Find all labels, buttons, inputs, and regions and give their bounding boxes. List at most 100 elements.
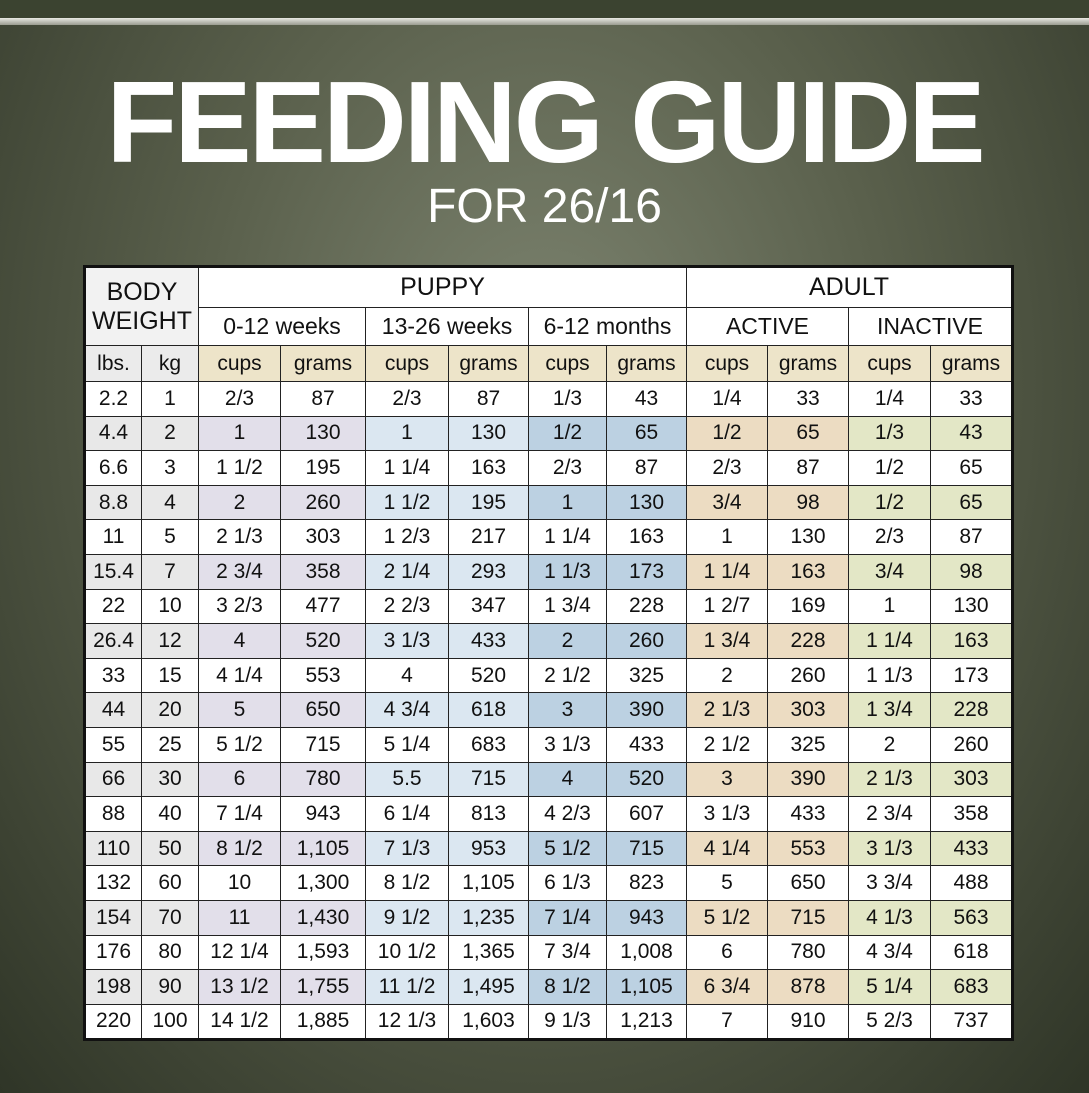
table-cell: 87 xyxy=(930,519,1013,555)
table-cell: 4.4 xyxy=(84,415,142,452)
table-cell: 433 xyxy=(448,623,529,659)
subtitle: FOR 26/16 xyxy=(427,180,662,233)
table-cell: 358 xyxy=(280,553,366,590)
table-cell: 3 1/3 xyxy=(528,726,607,763)
table-cell: 5 1/4 xyxy=(848,969,931,1005)
unit-header: cups xyxy=(365,345,449,382)
subgroup-header: INACTIVE xyxy=(848,307,1013,346)
table-cell: 303 xyxy=(280,519,366,555)
table-cell: 110 xyxy=(84,830,142,867)
table-cell: 2 1/2 xyxy=(528,657,607,694)
table-cell: 2/3 xyxy=(848,519,931,555)
table-cell: 3/4 xyxy=(848,553,931,590)
table-cell: 98 xyxy=(767,484,849,521)
table-cell: 563 xyxy=(930,899,1013,936)
unit-header: grams xyxy=(767,345,849,382)
table-cell: 87 xyxy=(280,381,366,417)
table-row: 33 15 4 1/4 553 4 520 2 1/2 325 2 260 1 1/3 173 xyxy=(84,657,1013,694)
table-cell: 8 1/2 xyxy=(198,830,281,867)
table-cell: 33 xyxy=(767,381,849,417)
table-cell: 1,105 xyxy=(280,830,366,867)
table-cell: 1/3 xyxy=(848,415,931,452)
table-cell: 195 xyxy=(280,450,366,486)
table-cell: 1 1/2 xyxy=(365,484,449,521)
table-cell: 33 xyxy=(930,381,1013,417)
table-cell: 2 3/4 xyxy=(198,553,281,590)
table-cell: 6 1/4 xyxy=(365,796,449,832)
table-cell: 1/3 xyxy=(528,381,607,417)
table-cell: 65 xyxy=(930,484,1013,521)
table-cell: 1 xyxy=(686,519,768,555)
table-cell: 260 xyxy=(280,484,366,521)
table-cell: 228 xyxy=(930,692,1013,728)
table-cell: 8 1/2 xyxy=(528,969,607,1005)
table-cell: 169 xyxy=(767,588,849,625)
table-row: 2.2 1 2/3 87 2/3 87 1/3 43 1/4 33 1/4 33 xyxy=(84,381,1013,417)
table-cell: 15 xyxy=(141,657,199,694)
table-cell: 8.8 xyxy=(84,484,142,521)
table-cell: 2 1/3 xyxy=(848,761,931,798)
table-cell: 66 xyxy=(84,761,142,798)
table-cell: 1 2/7 xyxy=(686,588,768,625)
group-header: ADULT xyxy=(686,266,1013,308)
table-cell: 10 1/2 xyxy=(365,934,449,971)
table-cell: 607 xyxy=(606,796,687,832)
table-cell: 2 xyxy=(198,484,281,521)
table-cell: 303 xyxy=(767,692,849,728)
table-cell: 163 xyxy=(606,519,687,555)
table-cell: 1 1/4 xyxy=(686,553,768,590)
table-cell: 1/2 xyxy=(686,415,768,452)
table-cell: 9 1/2 xyxy=(365,899,449,936)
table-cell: 7 xyxy=(686,1003,768,1041)
table-cell: 65 xyxy=(767,415,849,452)
table-cell: 5 1/2 xyxy=(528,830,607,867)
table-cell: 40 xyxy=(141,796,199,832)
table-cell: 1,885 xyxy=(280,1003,366,1041)
table-row: 22 10 3 2/3 477 2 2/3 347 1 3/4 228 1 2/7 169 1 130 xyxy=(84,588,1013,625)
table-cell: 1,105 xyxy=(448,865,529,901)
table-cell: 1 1/4 xyxy=(528,519,607,555)
table-cell: 88 xyxy=(84,796,142,832)
table-cell: 650 xyxy=(280,692,366,728)
table-cell: 3 1/3 xyxy=(365,623,449,659)
table-row: BODY WEIGHT PUPPY ADULT xyxy=(84,266,1013,346)
table-cell: 228 xyxy=(767,623,849,659)
table-cell: 3 xyxy=(141,450,199,486)
unit-header: grams xyxy=(606,345,687,382)
table-cell: 1/4 xyxy=(686,381,768,417)
table-cell: 715 xyxy=(448,761,529,798)
table-cell: 780 xyxy=(280,761,366,798)
table-cell: 3 xyxy=(528,692,607,728)
table-cell: 1,300 xyxy=(280,865,366,901)
table-cell: 5 1/2 xyxy=(686,899,768,936)
unit-header: kg xyxy=(141,345,199,382)
table-cell: 12 1/3 xyxy=(365,1003,449,1041)
table-cell: 2 xyxy=(141,415,199,452)
subgroup-header: 13-26 weeks xyxy=(365,307,529,346)
table-cell: 130 xyxy=(930,588,1013,625)
table-cell: 433 xyxy=(767,796,849,832)
table-cell: 30 xyxy=(141,761,199,798)
table-cell: 2 1/3 xyxy=(198,519,281,555)
table-cell: 1 2/3 xyxy=(365,519,449,555)
body-weight-header: BODY WEIGHT xyxy=(84,266,199,346)
table-cell: 715 xyxy=(767,899,849,936)
table-cell: 2 1/3 xyxy=(686,692,768,728)
table-row: 26.4 12 4 520 3 1/3 433 2 260 1 3/4 228 1 1/4 163 xyxy=(84,623,1013,659)
table-cell: 65 xyxy=(930,450,1013,486)
table-cell: 163 xyxy=(767,553,849,590)
table-cell: 4 1/4 xyxy=(686,830,768,867)
table-cell: 4 1/3 xyxy=(848,899,931,936)
table-cell: 43 xyxy=(930,415,1013,452)
table-cell: 2/3 xyxy=(365,381,449,417)
table-cell: 10 xyxy=(198,865,281,901)
subgroup-header: 6-12 months xyxy=(528,307,687,346)
table-cell: 358 xyxy=(930,796,1013,832)
table-row: 88 40 7 1/4 943 6 1/4 813 4 2/3 607 3 1/3 433 2 3/… xyxy=(84,796,1013,832)
table-cell: 325 xyxy=(606,657,687,694)
table-cell: 130 xyxy=(606,484,687,521)
table-cell: 12 xyxy=(141,623,199,659)
table-cell: 217 xyxy=(448,519,529,555)
unit-header: cups xyxy=(848,345,931,382)
